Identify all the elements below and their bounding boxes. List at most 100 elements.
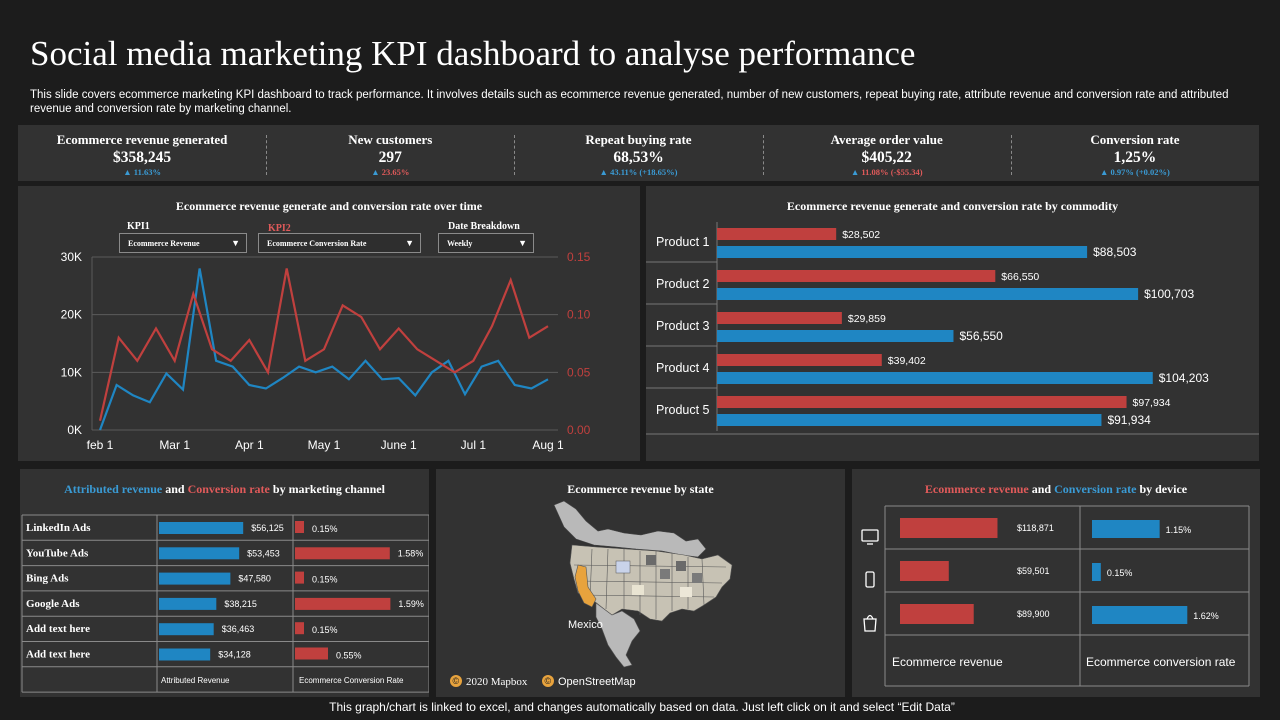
revenue-label: $38,215 bbox=[224, 599, 257, 609]
y-right-tick: 0.15 bbox=[567, 250, 591, 264]
bar bbox=[717, 228, 837, 240]
device-rate-label: 1.62% bbox=[1193, 611, 1219, 621]
map-label-mexico: Mexico bbox=[568, 619, 603, 631]
bar bbox=[717, 330, 954, 342]
bar bbox=[717, 414, 1102, 426]
rate-bar bbox=[295, 521, 304, 533]
device-revenue-bar bbox=[900, 561, 949, 581]
state-map-panel: Ecommerce revenue by state Mexico © 2020… bbox=[436, 469, 845, 697]
rate-label: 1.58% bbox=[398, 548, 424, 558]
kpi-label: Ecommerce revenue generated bbox=[56, 132, 228, 147]
kpi-label: Average order value bbox=[830, 132, 943, 147]
device-column-revenue: Ecommerce revenue bbox=[892, 655, 1003, 669]
channel-title-rest: by marketing channel bbox=[272, 482, 385, 496]
kpi-value: 297 bbox=[378, 149, 402, 166]
kpi2-label: KPI2 bbox=[268, 223, 291, 234]
state-highlight-light-2 bbox=[680, 587, 692, 597]
bar bbox=[717, 354, 882, 366]
kpi-value: 68,53% bbox=[613, 149, 664, 166]
revenue-conversion-line-chart: 0K 0.00 10K 0.05 20K 0.10 30K 0.15 feb 1 Mar 1 Apr… bbox=[61, 250, 591, 452]
kpi-change: ▲ 0.97% (+0.02%) bbox=[1011, 167, 1259, 177]
kpi-value: $358,245 bbox=[113, 149, 172, 166]
series-line-ecommerce-conversion-rate bbox=[98, 268, 549, 422]
device-rate-label: 0.15% bbox=[1107, 568, 1133, 578]
kpi-change: ▲ 43.11% (+18.65%) bbox=[514, 167, 762, 177]
map-credit-mapbox: 2020 Mapbox bbox=[466, 676, 528, 688]
channel-title-and: and bbox=[165, 482, 185, 496]
us-state-map: Mexico © 2020 Mapbox © OpenStreetMap bbox=[450, 500, 733, 688]
device-column-rate: Ecommerce conversion rate bbox=[1086, 655, 1236, 669]
revenue-bar bbox=[159, 597, 217, 610]
revenue-label: $47,580 bbox=[238, 574, 271, 584]
kpi1-dropdown[interactable]: Ecommerce Revenue ▼ bbox=[119, 233, 247, 253]
rate-bar bbox=[295, 622, 304, 635]
bar-data-label: $28,502 bbox=[842, 229, 880, 241]
bar-data-label: $97,934 bbox=[1133, 397, 1171, 409]
kpi-change: ▲ 23.65% bbox=[266, 167, 514, 177]
rate-bar bbox=[295, 547, 390, 560]
category-label: Product 1 bbox=[656, 235, 710, 249]
column-header-revenue: Attributed Revenue bbox=[161, 676, 230, 685]
date-breakdown-label: Date Breakdown bbox=[448, 221, 520, 232]
state-highlight-dark-3 bbox=[676, 561, 686, 571]
revenue-label: $56,125 bbox=[251, 523, 284, 533]
y-right-tick: 0.05 bbox=[567, 365, 591, 379]
mobile-phone-icon bbox=[865, 571, 875, 588]
device-title-rate: Conversion rate bbox=[1054, 482, 1137, 496]
device-revenue-bar bbox=[900, 518, 998, 538]
y-right-tick: 0.00 bbox=[567, 423, 591, 437]
commodity-bar-chart: Product 1 $28,502 $88,503 Product 2 $66,550 $… bbox=[646, 222, 1259, 435]
x-tick: Aug 1 bbox=[532, 438, 564, 452]
kpi1-label: KPI1 bbox=[127, 221, 150, 232]
state-highlight-dark-1 bbox=[646, 555, 656, 565]
channel-name: LinkedIn Ads bbox=[26, 522, 91, 534]
device-title-revenue: Ecommerce revenue bbox=[924, 482, 1029, 496]
revenue-label: $34,128 bbox=[218, 650, 251, 660]
device-rate-label: 1.15% bbox=[1166, 525, 1192, 535]
state-highlight-dark-4 bbox=[692, 573, 702, 583]
x-tick: feb 1 bbox=[87, 438, 114, 452]
kpi-strip: Ecommerce revenue generated $358,245 ▲ 11.… bbox=[18, 125, 1259, 181]
state-highlight-light-1 bbox=[632, 585, 644, 595]
kpi-change-extra: (-$55.34) bbox=[890, 167, 923, 177]
series-line-ecommerce-revenue bbox=[98, 268, 549, 431]
kpi-change-percent: 43.11% bbox=[610, 167, 638, 177]
device-panel: Ecommerce revenue and Conversion rate by… bbox=[852, 469, 1260, 697]
chevron-down-icon: ▼ bbox=[518, 238, 527, 248]
footer-note: This graph/chart is linked to excel, and… bbox=[329, 700, 955, 714]
revenue-bar bbox=[159, 547, 240, 560]
date-breakdown-value: Weekly bbox=[447, 239, 473, 248]
kpi2-dropdown[interactable]: Ecommerce Conversion Rate ▼ bbox=[258, 233, 421, 253]
y-left-tick: 20K bbox=[61, 308, 82, 322]
bar-data-label: $56,550 bbox=[959, 329, 1003, 343]
date-breakdown-dropdown[interactable]: Weekly ▼ bbox=[438, 233, 534, 253]
bar-data-label: $39,402 bbox=[888, 355, 926, 367]
page-title: Social media marketing KPI dashboard to … bbox=[30, 34, 916, 73]
state-map-title: Ecommerce revenue by state bbox=[567, 482, 714, 496]
bar-data-label: $100,703 bbox=[1144, 287, 1194, 301]
channel-panel: Attributed revenue and Conversion rate b… bbox=[20, 469, 429, 697]
kpi-change-percent: 23.65% bbox=[381, 167, 410, 177]
kpi-change-percent: 11.63% bbox=[133, 167, 161, 177]
state-california bbox=[574, 564, 597, 608]
device-revenue-label: $59,501 bbox=[1017, 566, 1050, 576]
x-tick: June 1 bbox=[381, 438, 417, 452]
device-title-rest: by device bbox=[1139, 482, 1188, 496]
rate-bar bbox=[295, 597, 391, 610]
kpi-change-extra: (+0.02%) bbox=[1135, 167, 1170, 177]
kpi-value: 1,25% bbox=[1113, 149, 1157, 166]
trend-up-icon: ▲ bbox=[371, 167, 380, 177]
x-tick: Jul 1 bbox=[461, 438, 487, 452]
rate-label: 0.55% bbox=[336, 651, 362, 661]
channel-title: Attributed revenue and Conversion rate b… bbox=[20, 482, 429, 497]
device-revenue-label: $89,900 bbox=[1017, 609, 1050, 619]
rate-label: 0.15% bbox=[312, 625, 338, 635]
channel-name: Google Ads bbox=[26, 598, 80, 610]
x-tick: May 1 bbox=[308, 438, 341, 452]
kpi2-dropdown-value: Ecommerce Conversion Rate bbox=[267, 239, 367, 248]
chevron-down-icon: ▼ bbox=[231, 238, 240, 248]
kpi-card: New customers 297 ▲ 23.65% bbox=[266, 125, 514, 181]
commodity-title: Ecommerce revenue generate and conversio… bbox=[786, 199, 1119, 213]
y-left-tick: 30K bbox=[61, 250, 82, 264]
y-left-tick: 10K bbox=[61, 365, 82, 379]
